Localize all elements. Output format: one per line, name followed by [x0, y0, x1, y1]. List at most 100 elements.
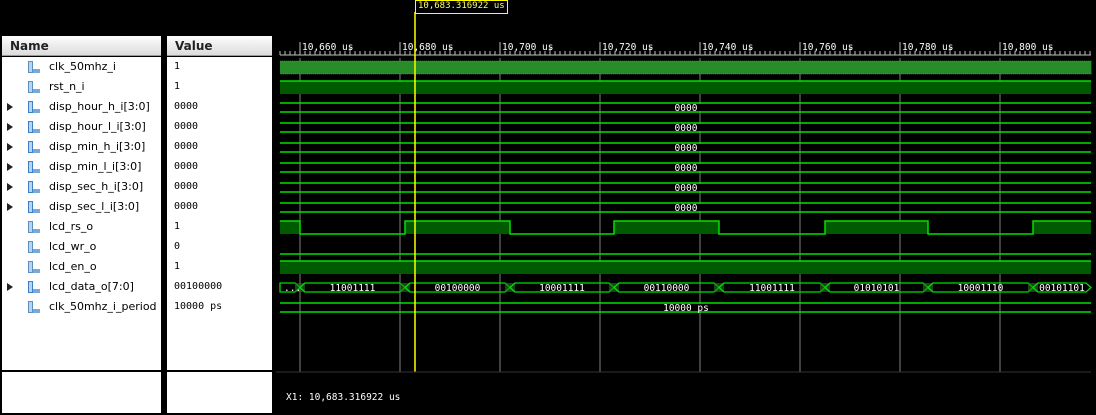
- ruler-tick-label: 10,740 us: [702, 42, 753, 53]
- waveform-pane[interactable]: 10,660 us 10,680 us 10,700 us 10,720 us 10,7…: [276, 0, 1096, 415]
- lcd-data-bus-value: 00101101: [1039, 283, 1085, 294]
- signal-name: disp_hour_l_i[3:0]: [49, 120, 146, 133]
- disp-5-label-bg: [664, 164, 708, 171]
- bus-signal-icon: [28, 181, 40, 193]
- bus-signal-icon: [28, 161, 40, 173]
- waveform-canvas[interactable]: 10,660 us 10,680 us 10,700 us 10,720 us 10,7…: [276, 0, 1096, 415]
- clock-waveform: [280, 60, 1092, 75]
- lcd-data-bus-value: 11001111: [749, 283, 795, 294]
- bus-signal-icon: [28, 141, 40, 153]
- signal-value-row[interactable]: 0000: [167, 97, 272, 117]
- lcd-en-fill: [280, 261, 1091, 274]
- ruler-tick-label: 10,680 us: [402, 42, 453, 53]
- name-pane-footer: [2, 372, 161, 413]
- name-column-header[interactable]: Name: [2, 36, 161, 56]
- signal-icon: [28, 301, 40, 313]
- bus-signal-icon: [28, 281, 40, 293]
- signal-name: rst_n_i: [49, 80, 85, 93]
- signal-value-row[interactable]: 0: [167, 237, 272, 257]
- signal-row[interactable]: clk_50mhz_i: [2, 57, 161, 77]
- signal-value-row[interactable]: 00100000: [167, 277, 272, 297]
- signal-row[interactable]: disp_hour_h_i[3:0]: [2, 97, 161, 117]
- name-pane: Name clk_50mhz_i rst_n_i disp_hour_h_i[3…: [0, 0, 163, 415]
- value-pane: Value 1 1 0000 0000 0000 0000 0000 0000 1 0 1 00100…: [165, 0, 274, 415]
- signal-row[interactable]: disp_sec_h_i[3:0]: [2, 177, 161, 197]
- lcd-rs-waveform: [280, 220, 1091, 235]
- signal-name: disp_min_l_i[3:0]: [49, 160, 142, 173]
- signal-row[interactable]: disp_min_l_i[3:0]: [2, 157, 161, 177]
- signal-value-row[interactable]: 1: [167, 217, 272, 237]
- expand-arrow-icon[interactable]: [7, 163, 13, 171]
- lcd-rs-fill: [825, 221, 928, 234]
- signal-value: 00100000: [174, 281, 223, 292]
- signal-value: 0: [174, 241, 181, 252]
- disp-6-bus-value: 0000: [675, 183, 698, 194]
- signal-name: clk_50mhz_i_period: [49, 300, 157, 313]
- signal-value-row[interactable]: 0000: [167, 117, 272, 137]
- lcd-data-bus-value: 01010101: [854, 283, 900, 294]
- lcd-data-bus-value: 11001111: [330, 283, 376, 294]
- signal-row[interactable]: rst_n_i: [2, 77, 161, 97]
- signal-value: 10000 ps: [174, 301, 223, 312]
- signal-name: lcd_rs_o: [49, 220, 94, 233]
- expand-arrow-icon[interactable]: [7, 183, 13, 191]
- disp-4-label-bg: [664, 144, 708, 151]
- signal-value-row[interactable]: 0000: [167, 197, 272, 217]
- lcd-rs-fill: [280, 221, 300, 234]
- ruler-tick-label: 10,780 us: [902, 42, 953, 53]
- expand-arrow-icon[interactable]: [7, 283, 13, 291]
- ruler-tick-label: 10,760 us: [802, 42, 853, 53]
- signal-name-list: clk_50mhz_i rst_n_i disp_hour_h_i[3:0] d…: [2, 57, 161, 370]
- signal-value-row[interactable]: 1: [167, 77, 272, 97]
- disp-4-bus-value: 0000: [675, 143, 698, 154]
- signal-row[interactable]: lcd_en_o: [2, 257, 161, 277]
- expand-arrow-icon[interactable]: [7, 123, 13, 131]
- signal-value: 0000: [174, 161, 199, 172]
- signal-value-row[interactable]: 10000 ps: [167, 297, 272, 317]
- signal-row[interactable]: disp_sec_l_i[3:0]: [2, 197, 161, 217]
- signal-row[interactable]: disp_min_h_i[3:0]: [2, 137, 161, 157]
- signal-row[interactable]: lcd_data_o[7:0]: [2, 277, 161, 297]
- expand-arrow-icon[interactable]: [7, 103, 13, 111]
- disp-7-label-bg: [664, 204, 708, 211]
- signal-value: 1: [174, 81, 181, 92]
- expand-arrow-icon[interactable]: [7, 143, 13, 151]
- signal-name: disp_min_h_i[3:0]: [49, 140, 146, 153]
- signal-value-row[interactable]: 0000: [167, 137, 272, 157]
- signal-value: 1: [174, 221, 181, 232]
- lcd-rs-fill: [1033, 221, 1091, 234]
- ruler-tick-label: 10,660 us: [302, 42, 353, 53]
- signal-value-row[interactable]: 0000: [167, 177, 272, 197]
- lcd-data-bus-value: 10001110: [958, 283, 1004, 294]
- signal-value-row[interactable]: 1: [167, 57, 272, 77]
- signal-icon: [28, 261, 40, 273]
- lcd-data-bus-segment: [1032, 282, 1092, 293]
- disp-3-label-bg: [664, 124, 708, 131]
- expand-arrow-icon[interactable]: [7, 203, 13, 211]
- ruler-tick-label: 10,800 us: [1002, 42, 1053, 53]
- lcd-data-bus-value: ...: [284, 283, 301, 294]
- signal-icon: [28, 81, 40, 93]
- signal-value: 1: [174, 261, 181, 272]
- signal-row[interactable]: lcd_wr_o: [2, 237, 161, 257]
- signal-value-row[interactable]: 0000: [167, 157, 272, 177]
- signal-row[interactable]: disp_hour_l_i[3:0]: [2, 117, 161, 137]
- signal-value-list: 1 1 0000 0000 0000 0000 0000 0000 1 0 1 00100000 100…: [167, 57, 272, 370]
- signal-value-row[interactable]: 1: [167, 257, 272, 277]
- period-label-bg: [664, 304, 708, 311]
- value-column-header[interactable]: Value: [167, 36, 272, 56]
- period-bus-value: 10000 ps: [663, 303, 709, 314]
- signal-name: disp_sec_l_i[3:0]: [49, 200, 140, 213]
- signal-row[interactable]: clk_50mhz_i_period: [2, 297, 161, 317]
- cursor-time-label[interactable]: 10,683.316922 us: [415, 0, 508, 14]
- signal-name: disp_hour_h_i[3:0]: [49, 100, 150, 113]
- signal-value: 0000: [174, 141, 199, 152]
- signal-value: 0000: [174, 121, 199, 132]
- signal-value: 0000: [174, 181, 199, 192]
- signal-row[interactable]: lcd_rs_o: [2, 217, 161, 237]
- ruler-tick-label: 10,720 us: [602, 42, 653, 53]
- disp-2-label-bg: [664, 104, 708, 111]
- lcd-rs-fill: [614, 221, 719, 234]
- lcd-rs-fill: [405, 221, 510, 234]
- disp-2-bus-value: 0000: [675, 103, 698, 114]
